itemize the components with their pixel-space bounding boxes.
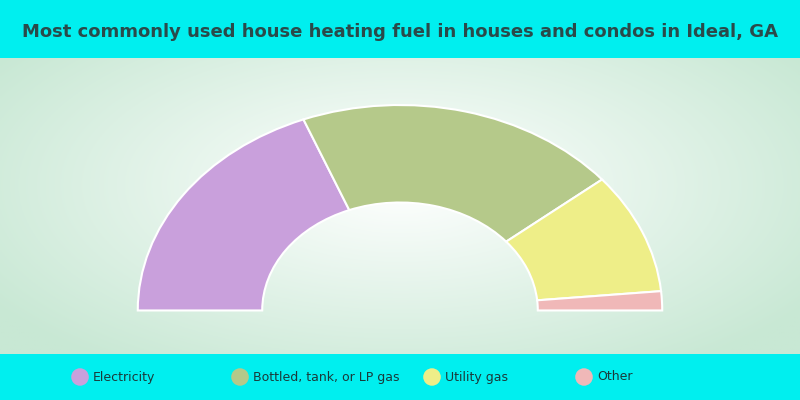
Text: Utility gas: Utility gas — [445, 370, 508, 384]
Text: Electricity: Electricity — [93, 370, 155, 384]
Ellipse shape — [575, 368, 593, 386]
Wedge shape — [537, 291, 662, 310]
Wedge shape — [138, 120, 350, 310]
Ellipse shape — [231, 368, 249, 386]
Text: Bottled, tank, or LP gas: Bottled, tank, or LP gas — [253, 370, 399, 384]
Text: Other: Other — [597, 370, 632, 384]
Wedge shape — [506, 180, 661, 300]
Ellipse shape — [71, 368, 89, 386]
Wedge shape — [303, 105, 602, 242]
Text: Most commonly used house heating fuel in houses and condos in Ideal, GA: Most commonly used house heating fuel in… — [22, 23, 778, 41]
Ellipse shape — [423, 368, 441, 386]
